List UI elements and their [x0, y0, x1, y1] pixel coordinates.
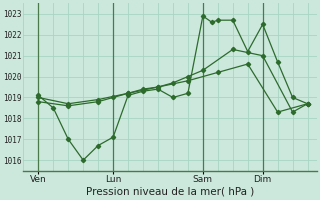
X-axis label: Pression niveau de la mer( hPa ): Pression niveau de la mer( hPa )	[86, 187, 254, 197]
